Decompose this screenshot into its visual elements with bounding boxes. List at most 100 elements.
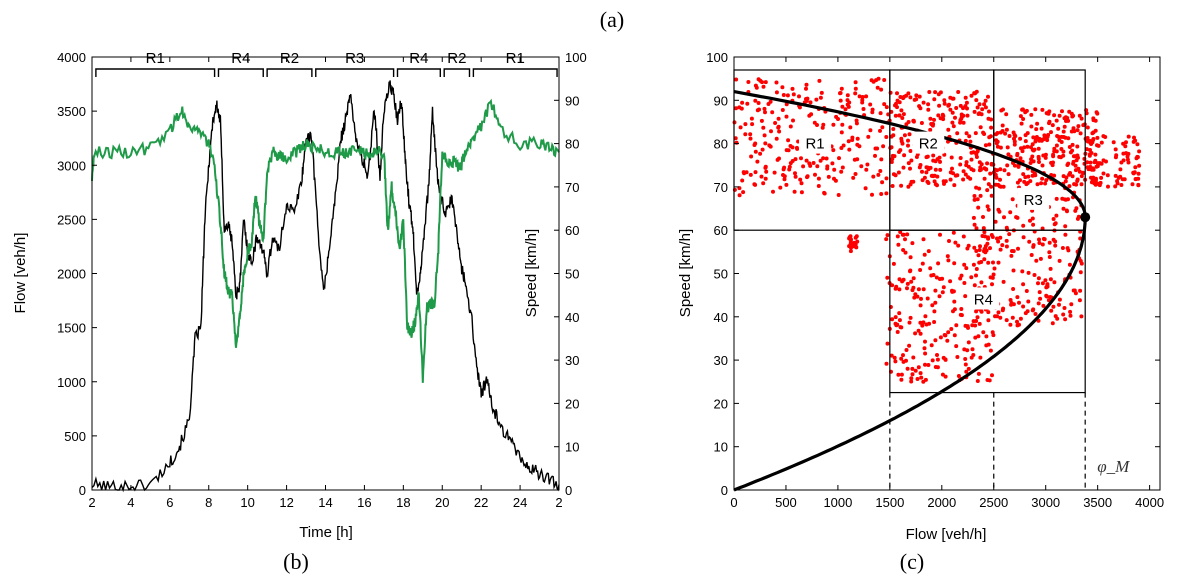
chart-c-scatter-point (811, 161, 816, 165)
chart-c-scatter-point (986, 260, 991, 265)
chart-b-y-right-tick-label: 40 (565, 310, 579, 325)
chart-c-scatter-point (780, 85, 785, 90)
chart-c-scatter-point (977, 160, 982, 165)
chart-c-scatter-point (841, 143, 846, 148)
chart-c-scatter-point (989, 193, 994, 198)
chart-c-scatter-point (918, 163, 923, 167)
chart-c-scatter-point (963, 362, 968, 367)
chart-c-scatter-point (1063, 317, 1068, 322)
chart-c-scatter-point (987, 378, 992, 383)
chart-c-x-tick-label: 4000 (1135, 495, 1164, 510)
chart-c-scatter-point (977, 248, 982, 252)
chart-c-scatter-point (897, 311, 902, 316)
chart-c-scatter-point (776, 125, 781, 130)
chart-c-scatter-point (918, 371, 923, 376)
chart-c-scatter-point (1039, 126, 1044, 131)
chart-c-scatter-point (740, 178, 745, 183)
chart-c-scatter-point (903, 237, 907, 242)
chart-c-scatter-point (734, 106, 738, 111)
chart-c-scatter-point (1060, 246, 1065, 250)
chart-c-scatter-point (959, 313, 964, 318)
chart-c-scatter-point (1079, 261, 1084, 266)
chart-c-scatter-point (1135, 154, 1140, 159)
chart-c-scatter-point (1057, 297, 1062, 302)
chart-c-scatter-point (918, 268, 923, 272)
chart-c-scatter-point (776, 116, 781, 121)
chart-c-scatter-point (1029, 124, 1034, 129)
chart-c-scatter-point (998, 167, 1003, 172)
chart-c-scatter-point (929, 273, 934, 278)
chart-c-scatter-point (1036, 301, 1041, 306)
chart-c-scatter-point (1006, 152, 1011, 157)
chart-c-scatter-point (1046, 111, 1051, 116)
chart-c-scatter-point (1038, 256, 1043, 261)
chart-c-scatter-point (998, 177, 1002, 182)
chart-c-scatter-point (1011, 249, 1016, 254)
chart-c-scatter-point (908, 315, 913, 320)
chart-c-scatter-point (1012, 142, 1017, 147)
chart-c-scatter-point (986, 236, 991, 241)
chart-c-scatter-point (1057, 258, 1062, 263)
chart-c-scatter-point (899, 356, 904, 361)
chart-c-scatter-point (1123, 144, 1128, 149)
chart-c-scatter-point (762, 133, 767, 138)
chart-c-scatter-point (974, 152, 979, 157)
chart-c-scatter-point (1126, 151, 1131, 156)
chart-c-scatter-point (1021, 304, 1026, 309)
chart-c-scatter-point (890, 184, 895, 188)
chart-c-scatter-point (1012, 139, 1017, 144)
chart-c-scatter-point (965, 113, 970, 118)
chart-c-region-label: R1 (805, 136, 824, 153)
chart-c-scatter-point (900, 279, 905, 284)
chart-b-regime-bracket (396, 68, 442, 77)
chart-c-scatter-point (853, 91, 858, 96)
chart-c-scatter-point (1005, 145, 1010, 150)
chart-c-scatter-point (766, 102, 771, 106)
chart-c-region-label-bg (967, 287, 1000, 310)
chart-c-scatter-point (978, 193, 983, 198)
chart-c-scatter-point (891, 127, 896, 131)
chart-c-scatter-point (1059, 140, 1064, 144)
chart-c-scatter-point (816, 184, 821, 188)
chart-c-scatter-point (771, 189, 775, 194)
chart-c-scatter-point (899, 108, 904, 113)
chart-c-scatter-point (964, 131, 969, 136)
chart-c-scatter-point (1068, 171, 1073, 175)
chart-c-scatter-point (1025, 181, 1030, 185)
chart-c-scatter-point (981, 215, 985, 219)
chart-c-scatter-point (1101, 171, 1106, 176)
chart-c-scatter-point (990, 282, 994, 287)
chart-c-scatter-point (985, 161, 990, 166)
chart-c-scatter-point (973, 91, 977, 96)
chart-c-scatter-point (975, 105, 980, 110)
chart-c-scatter-point (1082, 161, 1087, 166)
chart-c-scatter-point (1075, 216, 1080, 221)
chart-c-scatter-point (1026, 174, 1031, 179)
chart-c-scatter-point (926, 181, 931, 185)
chart-c-scatter-point (1095, 164, 1100, 169)
chart-c-scatter-point (787, 164, 792, 169)
chart-b-y-left-tick-label: 500 (64, 429, 86, 444)
chart-c-scatter-point (763, 80, 768, 85)
chart-c-scatter-point (964, 160, 969, 165)
chart-c-scatter-point (774, 136, 779, 141)
chart-c-scatter-point (996, 239, 1001, 244)
chart-c-scatter-point (953, 240, 958, 245)
chart-c-y-tick-label: 80 (714, 137, 728, 152)
chart-c-scatter-point (839, 130, 844, 135)
chart-c-scatter-point (952, 183, 957, 188)
chart-c-scatter-point (894, 101, 898, 106)
chart-c-scatter-point (988, 171, 993, 176)
chart-c-scatter-point (774, 90, 779, 95)
chart-c-scatter-point (1099, 161, 1104, 166)
chart-c-scatter-point (1084, 147, 1089, 152)
chart-c-scatter-point (934, 275, 939, 280)
chart-c-scatter-point (1000, 243, 1005, 248)
chart-c-scatter-point (878, 128, 882, 133)
chart-c-scatter-point (947, 102, 951, 107)
chart-c-scatter-point (973, 131, 978, 136)
chart-c-scatter-point (860, 100, 865, 105)
chart-c-scatter-point (923, 377, 928, 382)
chart-c-scatter-point (902, 133, 907, 138)
chart-c-scatter-point (976, 253, 981, 258)
